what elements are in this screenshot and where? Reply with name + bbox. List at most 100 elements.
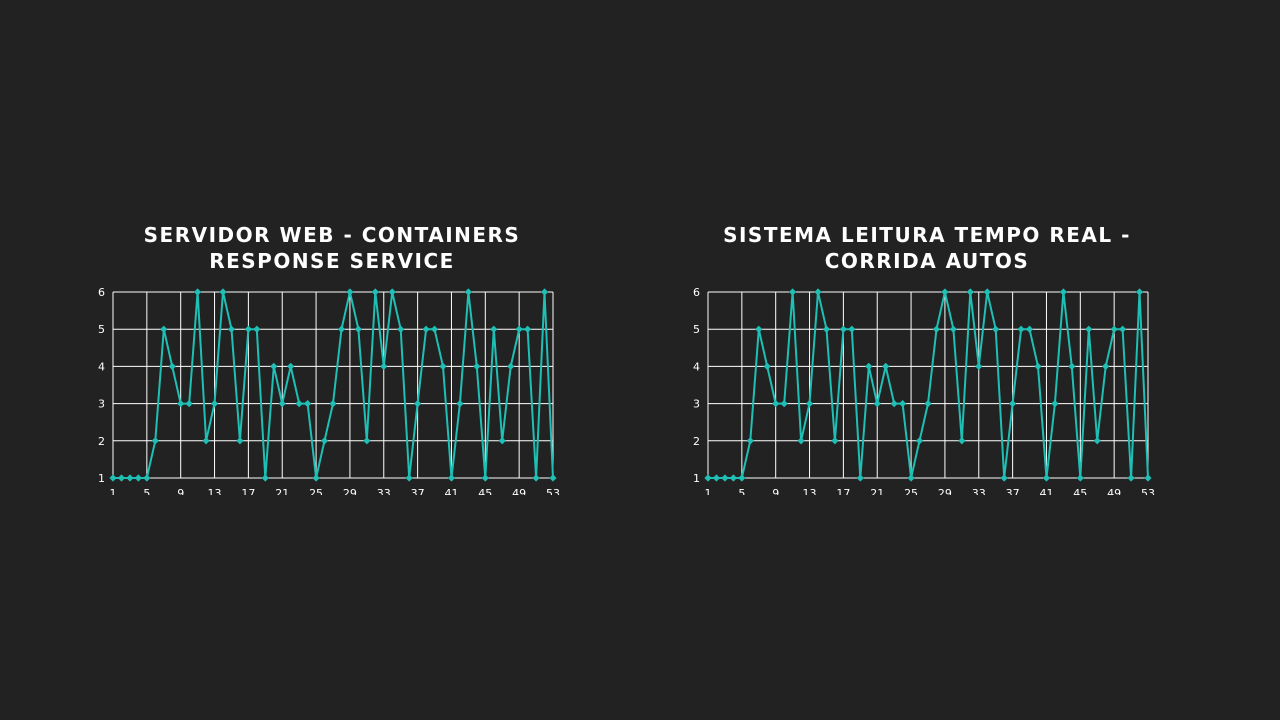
data-point-marker	[388, 288, 396, 296]
data-point-marker	[490, 325, 498, 333]
data-point-marker	[992, 325, 1000, 333]
x-tick-label: 37	[411, 487, 425, 495]
data-point-marker	[202, 437, 210, 445]
data-point-marker	[346, 288, 354, 296]
data-point-marker	[1135, 288, 1144, 296]
data-point-marker	[177, 400, 185, 408]
y-tick-label: 1	[693, 472, 700, 485]
data-point-marker	[1042, 474, 1051, 482]
x-tick-label: 5	[738, 487, 745, 495]
data-point-marker	[1034, 362, 1042, 370]
chart-panel-servidor-web: SERVIDOR WEB - CONTAINERS RESPONSE SERVI…	[97, 222, 567, 495]
data-point-marker	[865, 362, 873, 370]
series-line	[708, 291, 1149, 479]
data-point-marker	[532, 474, 540, 482]
x-tick-label: 53	[546, 487, 560, 495]
data-point-marker	[363, 437, 371, 445]
y-tick-label: 6	[693, 286, 700, 299]
x-tick-label: 17	[241, 487, 255, 495]
data-point-marker	[405, 474, 413, 482]
data-point-marker	[439, 362, 447, 370]
data-point-marker	[498, 437, 506, 445]
data-point-marker	[312, 474, 320, 482]
data-point-marker	[236, 437, 244, 445]
y-tick-label: 4	[98, 360, 105, 373]
data-point-marker	[704, 474, 712, 482]
y-tick-label: 6	[98, 286, 105, 299]
data-point-marker	[882, 362, 890, 370]
data-point-marker	[1127, 474, 1135, 482]
data-point-marker	[780, 400, 788, 408]
data-point-marker	[712, 474, 721, 482]
data-point-marker	[515, 325, 523, 333]
x-tick-label: 49	[1107, 487, 1121, 495]
y-tick-label: 3	[693, 398, 700, 411]
x-tick-label: 45	[1073, 487, 1087, 495]
y-tick-label: 5	[98, 323, 105, 336]
x-tick-label: 41	[1039, 487, 1053, 495]
y-tick-label: 3	[98, 398, 105, 411]
data-point-marker	[126, 474, 134, 482]
data-point-marker	[831, 437, 839, 445]
data-point-marker	[1076, 474, 1084, 482]
data-point-marker	[397, 325, 405, 333]
data-point-marker	[168, 362, 176, 370]
data-point-marker	[194, 288, 202, 296]
data-point-marker	[822, 325, 831, 333]
data-point-marker	[1093, 437, 1101, 445]
data-point-marker	[371, 288, 379, 296]
data-point-marker	[975, 362, 983, 370]
data-point-marker	[414, 400, 422, 408]
x-tick-label: 21	[870, 487, 884, 495]
data-point-marker	[287, 362, 295, 370]
data-point-marker	[295, 400, 303, 408]
x-tick-label: 29	[938, 487, 952, 495]
x-tick-label: 21	[275, 487, 289, 495]
y-tick-label: 5	[693, 323, 700, 336]
x-tick-label: 29	[343, 487, 357, 495]
data-point-marker	[966, 288, 974, 296]
data-point-marker	[789, 288, 797, 296]
data-point-marker	[380, 362, 388, 370]
chart-title-line-2: CORRIDA AUTOS	[824, 249, 1030, 273]
data-point-marker	[447, 474, 456, 482]
x-tick-label: 13	[803, 487, 817, 495]
data-point-marker	[738, 474, 746, 482]
data-point-marker	[227, 325, 236, 333]
data-point-marker	[983, 288, 991, 296]
data-point-marker	[772, 400, 780, 408]
data-point-marker	[270, 362, 278, 370]
data-point-marker	[763, 362, 771, 370]
data-point-marker	[134, 474, 142, 482]
data-point-marker	[1110, 325, 1118, 333]
data-point-marker	[337, 325, 346, 333]
data-point-marker	[422, 325, 430, 333]
y-tick-label: 4	[693, 360, 700, 373]
data-point-marker	[253, 325, 261, 333]
data-point-marker	[1025, 325, 1034, 333]
data-point-marker	[540, 288, 549, 296]
data-point-marker	[839, 325, 847, 333]
data-point-marker	[1144, 474, 1152, 482]
data-point-marker	[1085, 325, 1093, 333]
data-point-marker	[949, 325, 957, 333]
data-point-marker	[1059, 288, 1067, 296]
data-point-marker	[320, 437, 329, 445]
data-point-marker	[524, 325, 532, 333]
data-point-marker	[721, 474, 729, 482]
data-point-marker	[915, 437, 924, 445]
data-point-marker	[755, 325, 763, 333]
data-point-marker	[456, 400, 464, 408]
x-tick-label: 33	[377, 487, 391, 495]
data-point-marker	[464, 288, 472, 296]
data-point-marker	[160, 325, 168, 333]
data-point-marker	[941, 288, 949, 296]
data-point-marker	[899, 400, 907, 408]
data-point-marker	[856, 474, 864, 482]
x-tick-label: 25	[309, 487, 323, 495]
data-point-marker	[1051, 400, 1059, 408]
data-point-marker	[958, 437, 966, 445]
data-point-marker	[261, 474, 269, 482]
chart-title-line-2: RESPONSE SERVICE	[209, 249, 455, 273]
data-point-marker	[210, 400, 219, 408]
